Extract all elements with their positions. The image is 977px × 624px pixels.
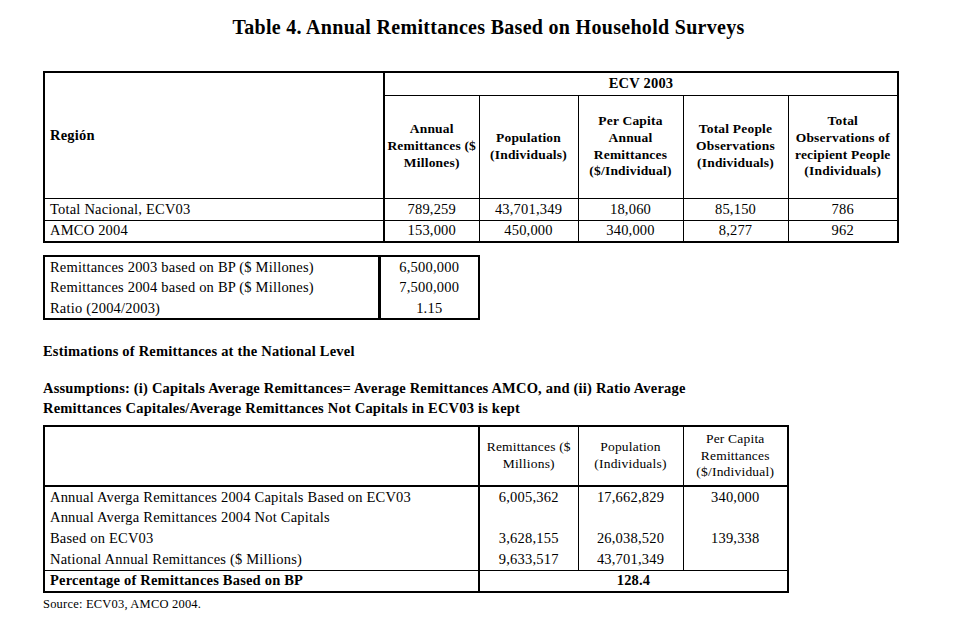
- empty-corner-cell: [44, 426, 479, 486]
- assumptions-text: Assumptions: (i) Capitals Average Remitt…: [43, 378, 977, 418]
- table-row-ratio: Ratio (2004/2003) 1.15: [44, 298, 479, 319]
- cell-value: 6,500,000: [379, 256, 479, 277]
- table-row-bp-2003: Remittances 2003 based on BP ($ Millones…: [44, 256, 479, 277]
- cell-value: 340,000: [578, 220, 683, 242]
- col-header-total-people-obs: Total People Observations (Individuals): [683, 95, 788, 198]
- column-header-row: Remittances ($ Millions) Population (Ind…: [44, 426, 788, 486]
- estimations-heading: Estimations of Remittances at the Nation…: [43, 342, 977, 361]
- cell-value: 8,277: [683, 220, 788, 242]
- table-row-amco-2004: AMCO 2004 153,000 450,000 340,000 8,277 …: [44, 220, 898, 242]
- cell-value: 789,259: [384, 198, 479, 220]
- source-note: Source: ECV03, AMCO 2004.: [43, 597, 977, 612]
- table-row-capitals: Annual Averga Remittances 2004 Capitals …: [44, 486, 788, 507]
- cell-value: 340,000: [683, 486, 788, 507]
- cell-value: 85,150: [683, 198, 788, 220]
- row-label: AMCO 2004: [44, 220, 384, 242]
- cell-value: [683, 507, 788, 528]
- col-header-population: Population (Individuals): [578, 426, 683, 486]
- cell-value: 962: [788, 220, 898, 242]
- ecv-2003-spanner-cell: ECV 2003: [384, 72, 898, 95]
- household-survey-table: Región ECV 2003 Annual Remittances ($ Mi…: [43, 71, 899, 243]
- table-row-total-nacional: Total Nacional, ECV03 789,259 43,701,349…: [44, 198, 898, 220]
- spanner-row: Región ECV 2003: [44, 72, 898, 95]
- cell-value: [578, 507, 683, 528]
- cell-value: 43,701,349: [479, 198, 578, 220]
- row-label: Based on ECV03: [44, 528, 479, 549]
- table-row-not-capitals: Annual Averga Remittances 2004 Not Capit…: [44, 507, 788, 528]
- cell-value: 9,633,517: [479, 549, 578, 570]
- row-label: Remittances 2003 based on BP ($ Millones…: [44, 256, 379, 277]
- assumptions-line-1: Assumptions: (i) Capitals Average Remitt…: [43, 378, 977, 398]
- cell-value: 26,038,520: [578, 528, 683, 549]
- cell-value: 3,628,155: [479, 528, 578, 549]
- national-estimations-table: Remittances ($ Millions) Population (Ind…: [43, 425, 789, 593]
- percentage-footer-row: Percentage of Remittances Based on BP 12…: [44, 570, 788, 592]
- cell-value: 128.4: [479, 570, 788, 592]
- cell-value: 7,500,000: [379, 277, 479, 298]
- cell-value: 6,005,362: [479, 486, 578, 507]
- region-header-cell: Región: [44, 72, 384, 198]
- cell-value: 786: [788, 198, 898, 220]
- assumptions-line-2: Remittances Capitales/Average Remittance…: [43, 398, 977, 418]
- col-header-per-capita: Per Capita Annual Remittances ($/Individ…: [578, 95, 683, 198]
- row-label: National Annual Remittances ($ Millions): [44, 549, 479, 570]
- cell-value: 43,701,349: [578, 549, 683, 570]
- cell-value: 17,662,829: [578, 486, 683, 507]
- col-header-population: Population (Individuals): [479, 95, 578, 198]
- cell-value: 18,060: [578, 198, 683, 220]
- document-page: Table 4. Annual Remittances Based on Hou…: [0, 0, 977, 624]
- row-label: Annual Averga Remittances 2004 Not Capit…: [44, 507, 479, 528]
- row-label: Annual Averga Remittances 2004 Capitals …: [44, 486, 479, 507]
- table-row-bp-2004: Remittances 2004 based on BP ($ Millones…: [44, 277, 479, 298]
- cell-value: 1.15: [379, 298, 479, 319]
- cell-value: [683, 549, 788, 570]
- row-label: Percentage of Remittances Based on BP: [44, 570, 479, 592]
- col-header-remittances: Remittances ($ Millions): [479, 426, 578, 486]
- page-title: Table 4. Annual Remittances Based on Hou…: [0, 0, 977, 40]
- table-row-national-annual: National Annual Remittances ($ Millions)…: [44, 549, 788, 570]
- cell-value: 153,000: [384, 220, 479, 242]
- row-label: Ratio (2004/2003): [44, 298, 379, 319]
- row-label: Total Nacional, ECV03: [44, 198, 384, 220]
- col-header-per-capita: Per Capita Remittances ($/Individual): [683, 426, 788, 486]
- cell-value: [479, 507, 578, 528]
- col-header-total-recipient-obs: Total Observations of recipient People (…: [788, 95, 898, 198]
- cell-value: 450,000: [479, 220, 578, 242]
- table-row-based-on-ecv03: Based on ECV03 3,628,155 26,038,520 139,…: [44, 528, 788, 549]
- col-header-annual-remittances: Annual Remittances ($ Millones): [384, 95, 479, 198]
- bp-remittances-table: Remittances 2003 based on BP ($ Millones…: [43, 255, 480, 320]
- cell-value: 139,338: [683, 528, 788, 549]
- row-label: Remittances 2004 based on BP ($ Millones…: [44, 277, 379, 298]
